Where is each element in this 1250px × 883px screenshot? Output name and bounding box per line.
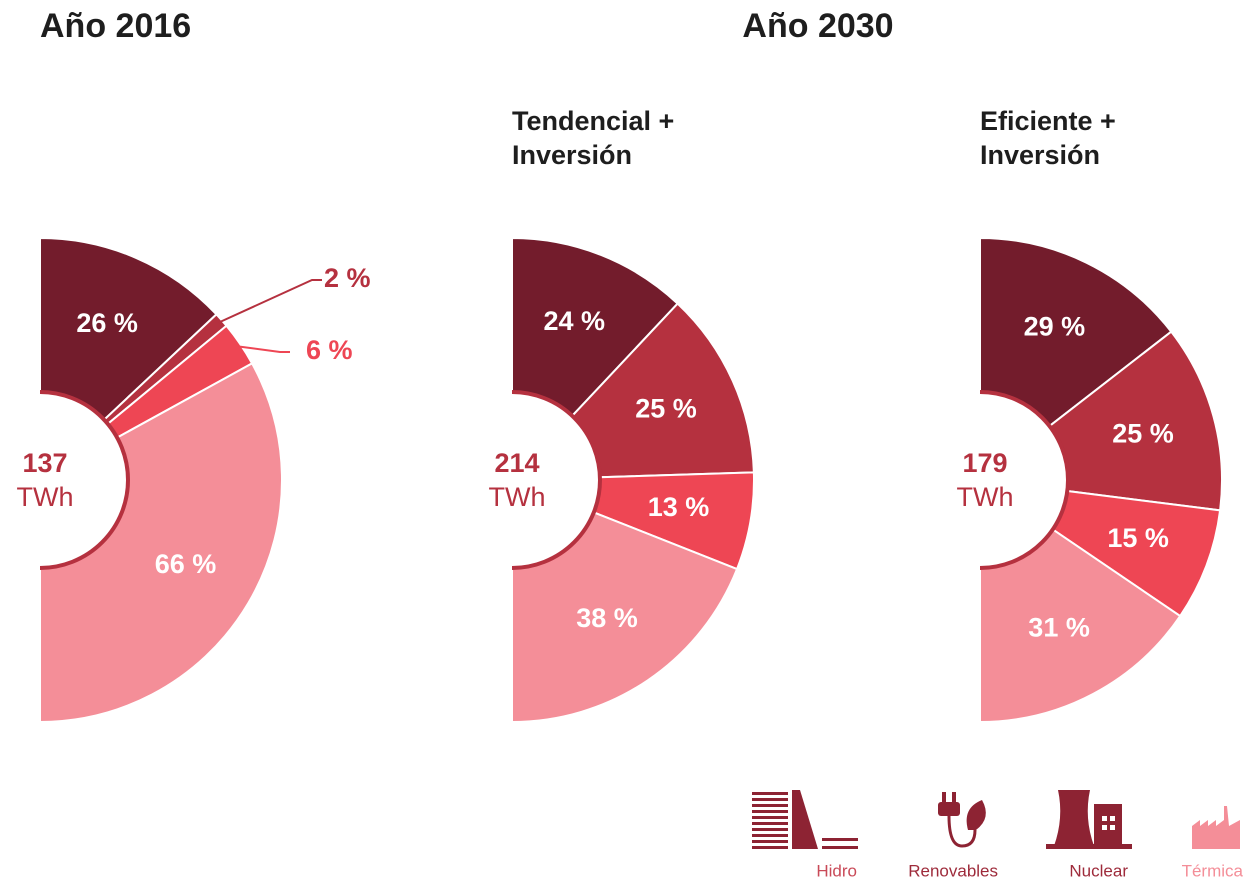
value-label: 25 % — [635, 394, 697, 424]
center-hole — [426, 394, 598, 566]
leader-line — [218, 279, 322, 324]
value-label: 13 % — [648, 492, 710, 522]
value-label: 15 % — [1107, 523, 1169, 553]
chart-subtitle: Inversión — [512, 140, 632, 170]
center-unit: TWh — [957, 482, 1014, 512]
center-ring — [979, 390, 1070, 570]
center-hole — [894, 394, 1066, 566]
chart-subtitle: Tendencial + — [512, 106, 674, 136]
value-label: 26 % — [76, 308, 138, 338]
icon-hidro — [752, 790, 858, 849]
center-ring — [39, 390, 130, 570]
value-label: 6 % — [306, 335, 353, 365]
legend-label: Nuclear — [1069, 861, 1128, 880]
value-label: 38 % — [576, 603, 638, 633]
center-hole — [0, 394, 126, 566]
value-label: 31 % — [1028, 612, 1090, 642]
center-total: 179 — [962, 448, 1007, 478]
value-label: 66 % — [155, 549, 217, 579]
value-label: 29 % — [1024, 311, 1086, 341]
value-label: 24 % — [543, 306, 605, 336]
heading: Año 2030 — [742, 7, 893, 45]
legend-label: Térmica — [1182, 861, 1244, 880]
chart-subtitle: Eficiente + — [980, 106, 1116, 136]
chart-subtitle: Inversión — [980, 140, 1100, 170]
value-label: 25 % — [1112, 419, 1174, 449]
center-total: 214 — [494, 448, 539, 478]
leader-line — [236, 345, 290, 353]
icon-renovables — [938, 792, 986, 848]
icon-termica — [1192, 806, 1240, 849]
center-ring — [511, 390, 602, 570]
legend-label: Hidro — [816, 861, 857, 880]
center-total: 137 — [22, 448, 67, 478]
icon-nuclear — [1046, 790, 1132, 849]
heading: Año 2016 — [40, 7, 191, 45]
center-unit: TWh — [489, 482, 546, 512]
legend-icons — [752, 790, 1240, 849]
center-unit: TWh — [17, 482, 74, 512]
value-label: 2 % — [324, 263, 371, 293]
legend-label: Renovables — [908, 861, 998, 880]
